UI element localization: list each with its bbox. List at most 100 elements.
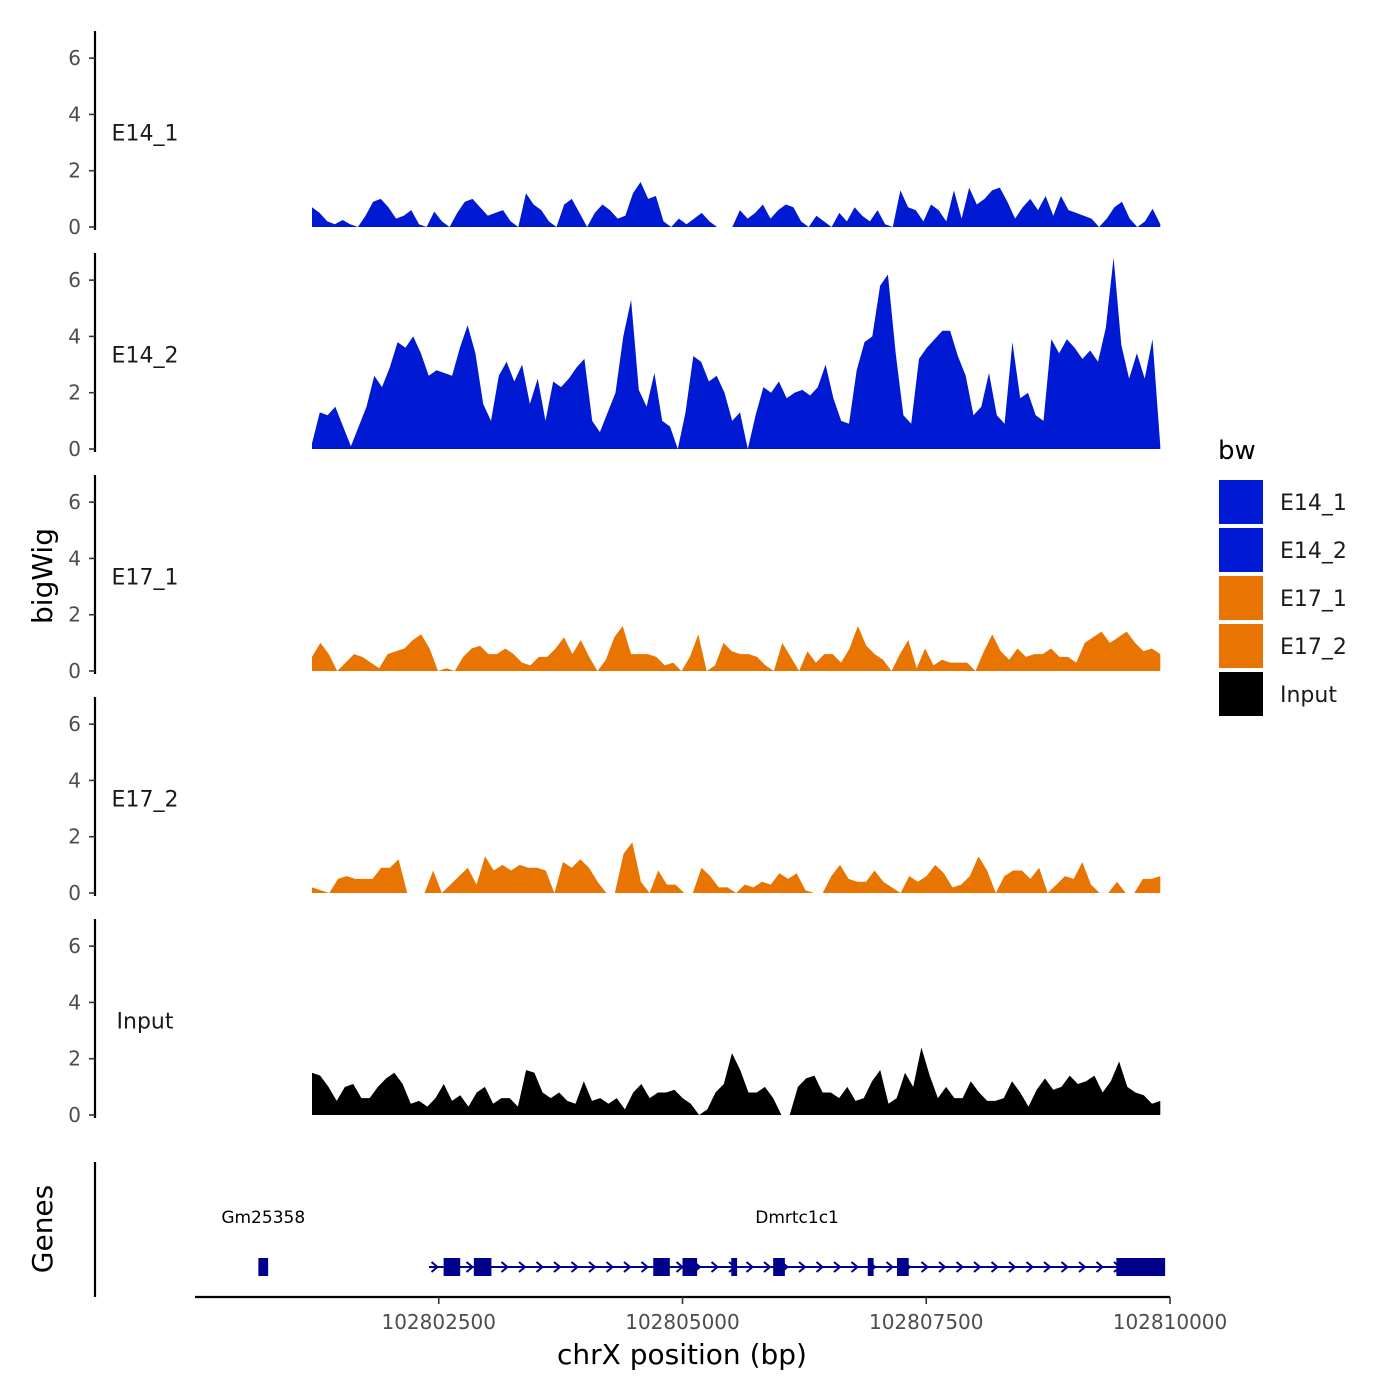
strand-arrow	[535, 1261, 545, 1273]
x-tick-label: 102807500	[869, 1310, 984, 1334]
signal-area-Input	[312, 1047, 1161, 1115]
legend-label: E17_1	[1280, 587, 1347, 612]
strand-arrow	[553, 1261, 562, 1273]
strand-arrow	[605, 1261, 615, 1273]
strand-arrow	[745, 1261, 755, 1273]
strand-arrow	[938, 1261, 947, 1273]
strand-arrow	[518, 1261, 527, 1273]
signal-area-E14_1	[312, 182, 1161, 227]
strand-arrow	[1008, 1261, 1017, 1273]
legend-label: E17_2	[1280, 635, 1347, 660]
exon	[258, 1258, 269, 1276]
strand-arrow	[570, 1261, 580, 1273]
strand-arrow	[815, 1261, 825, 1273]
strand-arrow	[710, 1261, 720, 1273]
track-label: E14_1	[112, 121, 179, 146]
exon	[897, 1258, 909, 1276]
y-tick-label: 2	[68, 603, 81, 627]
strand-arrow	[465, 1261, 475, 1273]
strand-arrow	[623, 1261, 632, 1273]
gene-Dmrtc1c1: Dmrtc1c1	[429, 1208, 1166, 1276]
strand-arrow	[1095, 1261, 1105, 1273]
strand-arrow	[973, 1261, 982, 1273]
track-Input: 0 2 4 6 Input	[68, 919, 1161, 1127]
exon	[867, 1258, 874, 1276]
track-E17_1: 0 2 4 6 E17_1	[68, 475, 1161, 683]
legend-swatch-Input	[1219, 672, 1263, 716]
legend-swatch-E17_2	[1219, 624, 1263, 668]
x-tick-label: 102810000	[1113, 1310, 1228, 1334]
y-axis-title: bigWig	[26, 528, 59, 624]
exon	[653, 1258, 670, 1276]
track-label: Input	[117, 1009, 174, 1034]
exon	[1116, 1258, 1166, 1276]
y-tick-label: 6	[68, 712, 81, 736]
y-tick-label: 4	[68, 102, 81, 126]
legend-title: bw	[1218, 436, 1256, 466]
legend-label: Input	[1280, 683, 1337, 708]
y-tick-label: 2	[68, 1047, 81, 1071]
signal-area-E17_1	[312, 626, 1161, 671]
y-tick-label: 2	[68, 381, 81, 405]
exon	[731, 1258, 738, 1276]
exon	[773, 1258, 785, 1276]
signal-area-E17_2	[312, 842, 1161, 893]
y-tick-label: 4	[68, 768, 81, 792]
exon	[473, 1258, 492, 1276]
y-tick-label: 4	[68, 990, 81, 1014]
strand-arrow	[1060, 1261, 1070, 1273]
x-axis: 102802500 102805000 102807500 102810000	[195, 1295, 1228, 1334]
strand-arrow	[1025, 1261, 1035, 1273]
exon	[682, 1258, 698, 1276]
strand-arrow	[990, 1261, 1000, 1273]
strand-arrow	[850, 1261, 860, 1273]
y-tick-label: 6	[68, 268, 81, 292]
y-tick-label: 4	[68, 324, 81, 348]
y-tick-label: 4	[68, 546, 81, 570]
track-label: E14_2	[112, 343, 179, 368]
track-E17_2: 0 2 4 6 E17_2	[68, 697, 1161, 905]
gene-Gm25358: Gm25358	[221, 1208, 305, 1276]
track-label: E17_2	[112, 787, 179, 812]
strand-arrow	[798, 1261, 807, 1273]
strand-arrow	[588, 1261, 597, 1273]
x-tick-label: 102802500	[381, 1310, 496, 1334]
gene-label: Gm25358	[221, 1208, 305, 1228]
strand-arrow	[955, 1261, 965, 1273]
strand-arrow	[920, 1261, 930, 1273]
legend-label: E14_1	[1280, 491, 1347, 516]
genes-panel-title: Genes	[26, 1185, 59, 1273]
strand-arrow	[1043, 1261, 1052, 1273]
y-tick-label: 0	[68, 881, 81, 905]
strand-arrow	[763, 1261, 772, 1273]
y-tick-label: 0	[68, 659, 81, 683]
track-label: E17_1	[112, 565, 179, 590]
strand-arrow	[430, 1261, 440, 1273]
y-tick-label: 6	[68, 490, 81, 514]
y-tick-label: 0	[68, 215, 81, 239]
y-tick-label: 0	[68, 1103, 81, 1127]
track-E14_2: 0 2 4 6 E14_2	[68, 253, 1161, 461]
legend-label: E14_2	[1280, 539, 1347, 564]
strand-arrow	[640, 1261, 650, 1273]
strand-arrow	[500, 1261, 510, 1273]
x-tick-label: 102805000	[625, 1310, 740, 1334]
strand-arrow	[885, 1261, 895, 1273]
y-tick-label: 2	[68, 159, 81, 183]
exon	[443, 1258, 461, 1276]
legend-swatch-E14_2	[1219, 528, 1263, 572]
tracks-layer: 0 2 4 6 E14_1 0 2 4 6 E14_2 0 2 4 6 E17_1 0 2 4 6 E17_2 0 2 4 6…	[68, 31, 1161, 1127]
y-tick-label: 2	[68, 825, 81, 849]
y-tick-label: 6	[68, 934, 81, 958]
gene-label: Dmrtc1c1	[755, 1208, 839, 1228]
legend: bw E14_1 E14_2 E17_1 E17_2 Input	[1218, 436, 1347, 716]
signal-area-E14_2	[312, 257, 1161, 449]
y-tick-label: 0	[68, 437, 81, 461]
y-tick-label: 6	[68, 46, 81, 70]
track-E14_1: 0 2 4 6 E14_1	[68, 31, 1161, 239]
legend-swatch-E14_1	[1219, 480, 1263, 524]
genes-panel: Gm25358 Dmrtc1c1	[93, 1162, 1166, 1297]
legend-swatch-E17_1	[1219, 576, 1263, 620]
strand-arrow	[833, 1261, 842, 1273]
